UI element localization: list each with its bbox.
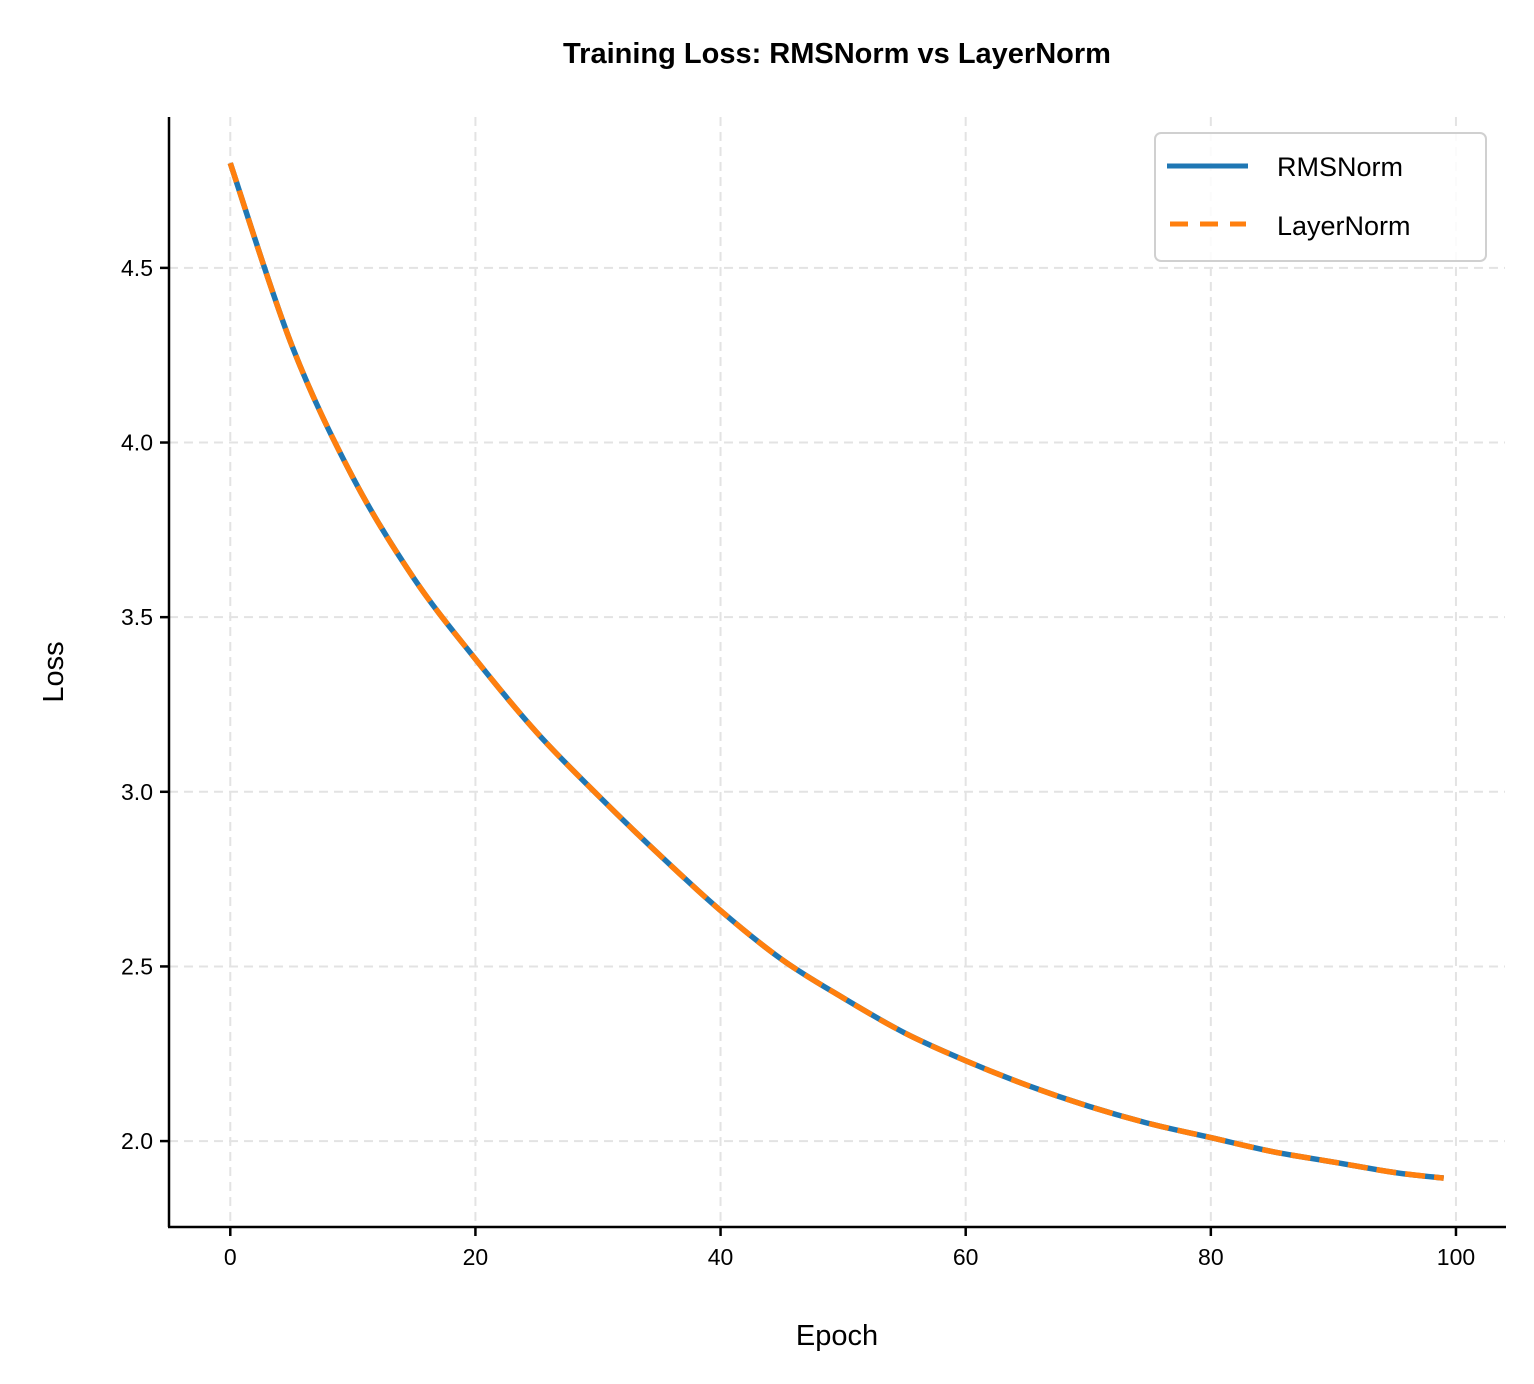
y-tick-label: 3.5 bbox=[121, 604, 153, 630]
x-tick-label: 60 bbox=[953, 1244, 979, 1270]
y-tick-label: 4.5 bbox=[121, 255, 153, 281]
x-tick-label: 100 bbox=[1437, 1244, 1475, 1270]
series-line-layernorm bbox=[227, 162, 1445, 1181]
y-tick-label: 4.0 bbox=[121, 430, 153, 456]
legend: RMSNorm LayerNorm bbox=[1154, 132, 1487, 262]
y-tick-label: 2.5 bbox=[121, 953, 153, 979]
y-axis-label: Loss bbox=[38, 641, 70, 702]
x-tick-label: 80 bbox=[1198, 1244, 1224, 1270]
x-tick-label: 40 bbox=[708, 1244, 734, 1270]
x-tick-label: 0 bbox=[224, 1244, 237, 1270]
plot-lines bbox=[227, 162, 1445, 1181]
x-tick-label: 20 bbox=[463, 1244, 489, 1270]
grid bbox=[169, 117, 1505, 1227]
x-axis-label: Epoch bbox=[796, 1320, 878, 1352]
y-tick-label: 2.0 bbox=[121, 1128, 153, 1154]
legend-label-rmsnorm: RMSNorm bbox=[1277, 152, 1403, 182]
series-line-rmsnorm bbox=[227, 162, 1445, 1181]
axes bbox=[167, 117, 1506, 1229]
ticks: 0 20 40 60 80 100 2.0 2.5 3.0 3.5 4.0 4.5 bbox=[121, 255, 1475, 1270]
chart-title: Training Loss: RMSNorm vs LayerNorm bbox=[563, 38, 1111, 70]
y-tick-label: 3.0 bbox=[121, 779, 153, 805]
legend-label-layernorm: LayerNorm bbox=[1277, 211, 1411, 241]
